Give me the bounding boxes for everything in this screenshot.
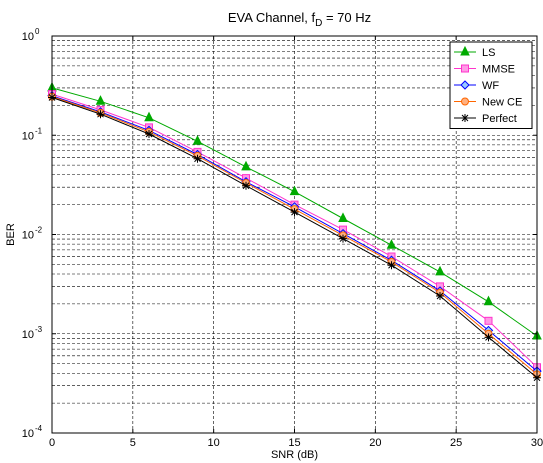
data-point-ls: [144, 111, 154, 122]
y-tick-label-exponent: 0: [35, 27, 40, 36]
data-point-perfect: [290, 208, 299, 217]
data-point-perfect: [436, 292, 444, 301]
data-point-perfect: [339, 234, 347, 243]
data-point-ls: [435, 265, 445, 276]
data-point-ls: [289, 185, 300, 196]
legend-label: WF: [482, 80, 499, 92]
legend-item-wf: WF: [454, 80, 499, 92]
data-point-mmse: [484, 316, 493, 325]
x-tick-label: 15: [288, 437, 300, 449]
x-axis-label: SNR (dB): [271, 449, 318, 461]
data-point-perfect: [484, 333, 493, 342]
data-point-perfect: [193, 154, 202, 163]
y-tick-label: 10: [22, 329, 34, 341]
data-point-perfect: [242, 181, 250, 190]
y-tick-label-exponent: -2: [35, 226, 43, 235]
chart-title: EVA Channel, fD = 70 Hz: [228, 10, 371, 29]
legend-item-new-ce: New CE: [454, 97, 522, 109]
data-point-ls: [338, 212, 348, 222]
y-tick-label: 10: [22, 31, 34, 43]
data-point-ls: [95, 95, 106, 105]
legend-label: LS: [482, 47, 495, 59]
chart-title-suffix: = 70 Hz: [322, 10, 371, 25]
legend-label: Perfect: [482, 113, 517, 125]
y-tick-label: 10: [22, 230, 34, 242]
x-tick-label: 30: [531, 437, 543, 449]
grid: [52, 36, 537, 433]
legend: LS MMSE WF New CE Perfect: [449, 41, 533, 129]
data-point-ls: [483, 295, 494, 306]
x-tick-label: 20: [369, 437, 381, 449]
legend-item-perfect: Perfect: [454, 113, 517, 125]
y-tick-label: 10: [22, 130, 34, 142]
legend-box: [449, 41, 533, 129]
x-tick-label: 5: [130, 437, 136, 449]
x-tick-label: 25: [450, 437, 462, 449]
legend-label: New CE: [482, 97, 522, 109]
x-tick-label: 0: [49, 437, 55, 449]
legend-item-mmse: MMSE: [454, 64, 515, 76]
legend-swatch-marker: [460, 80, 470, 90]
data-point-ls: [386, 239, 397, 249]
legend-swatch-marker: [460, 45, 470, 56]
data-point-perfect: [96, 110, 105, 119]
data-point-perfect: [145, 129, 153, 138]
legend-label: MMSE: [482, 64, 515, 76]
x-tick-label: 10: [208, 437, 220, 449]
y-axis-label: BER: [5, 223, 17, 246]
series-new-ce: [48, 92, 541, 379]
legend-swatch-marker: [461, 114, 469, 122]
legend-swatch-marker: [461, 64, 469, 73]
chart-title-main: EVA Channel, f: [228, 10, 316, 25]
chart-title-subscript: D: [315, 18, 322, 29]
data-point-ls: [192, 135, 203, 145]
legend-swatch-marker: [461, 97, 469, 106]
legend-item-ls: LS: [454, 45, 495, 59]
data-point-perfect: [387, 261, 396, 270]
data-point-ls: [241, 160, 251, 171]
y-tick-label-exponent: -1: [35, 126, 43, 135]
y-tick-label-exponent: -3: [35, 325, 43, 334]
series-ls: [47, 81, 542, 340]
y-tick-label: 10: [22, 428, 34, 440]
y-tick-label-exponent: -4: [35, 424, 43, 433]
